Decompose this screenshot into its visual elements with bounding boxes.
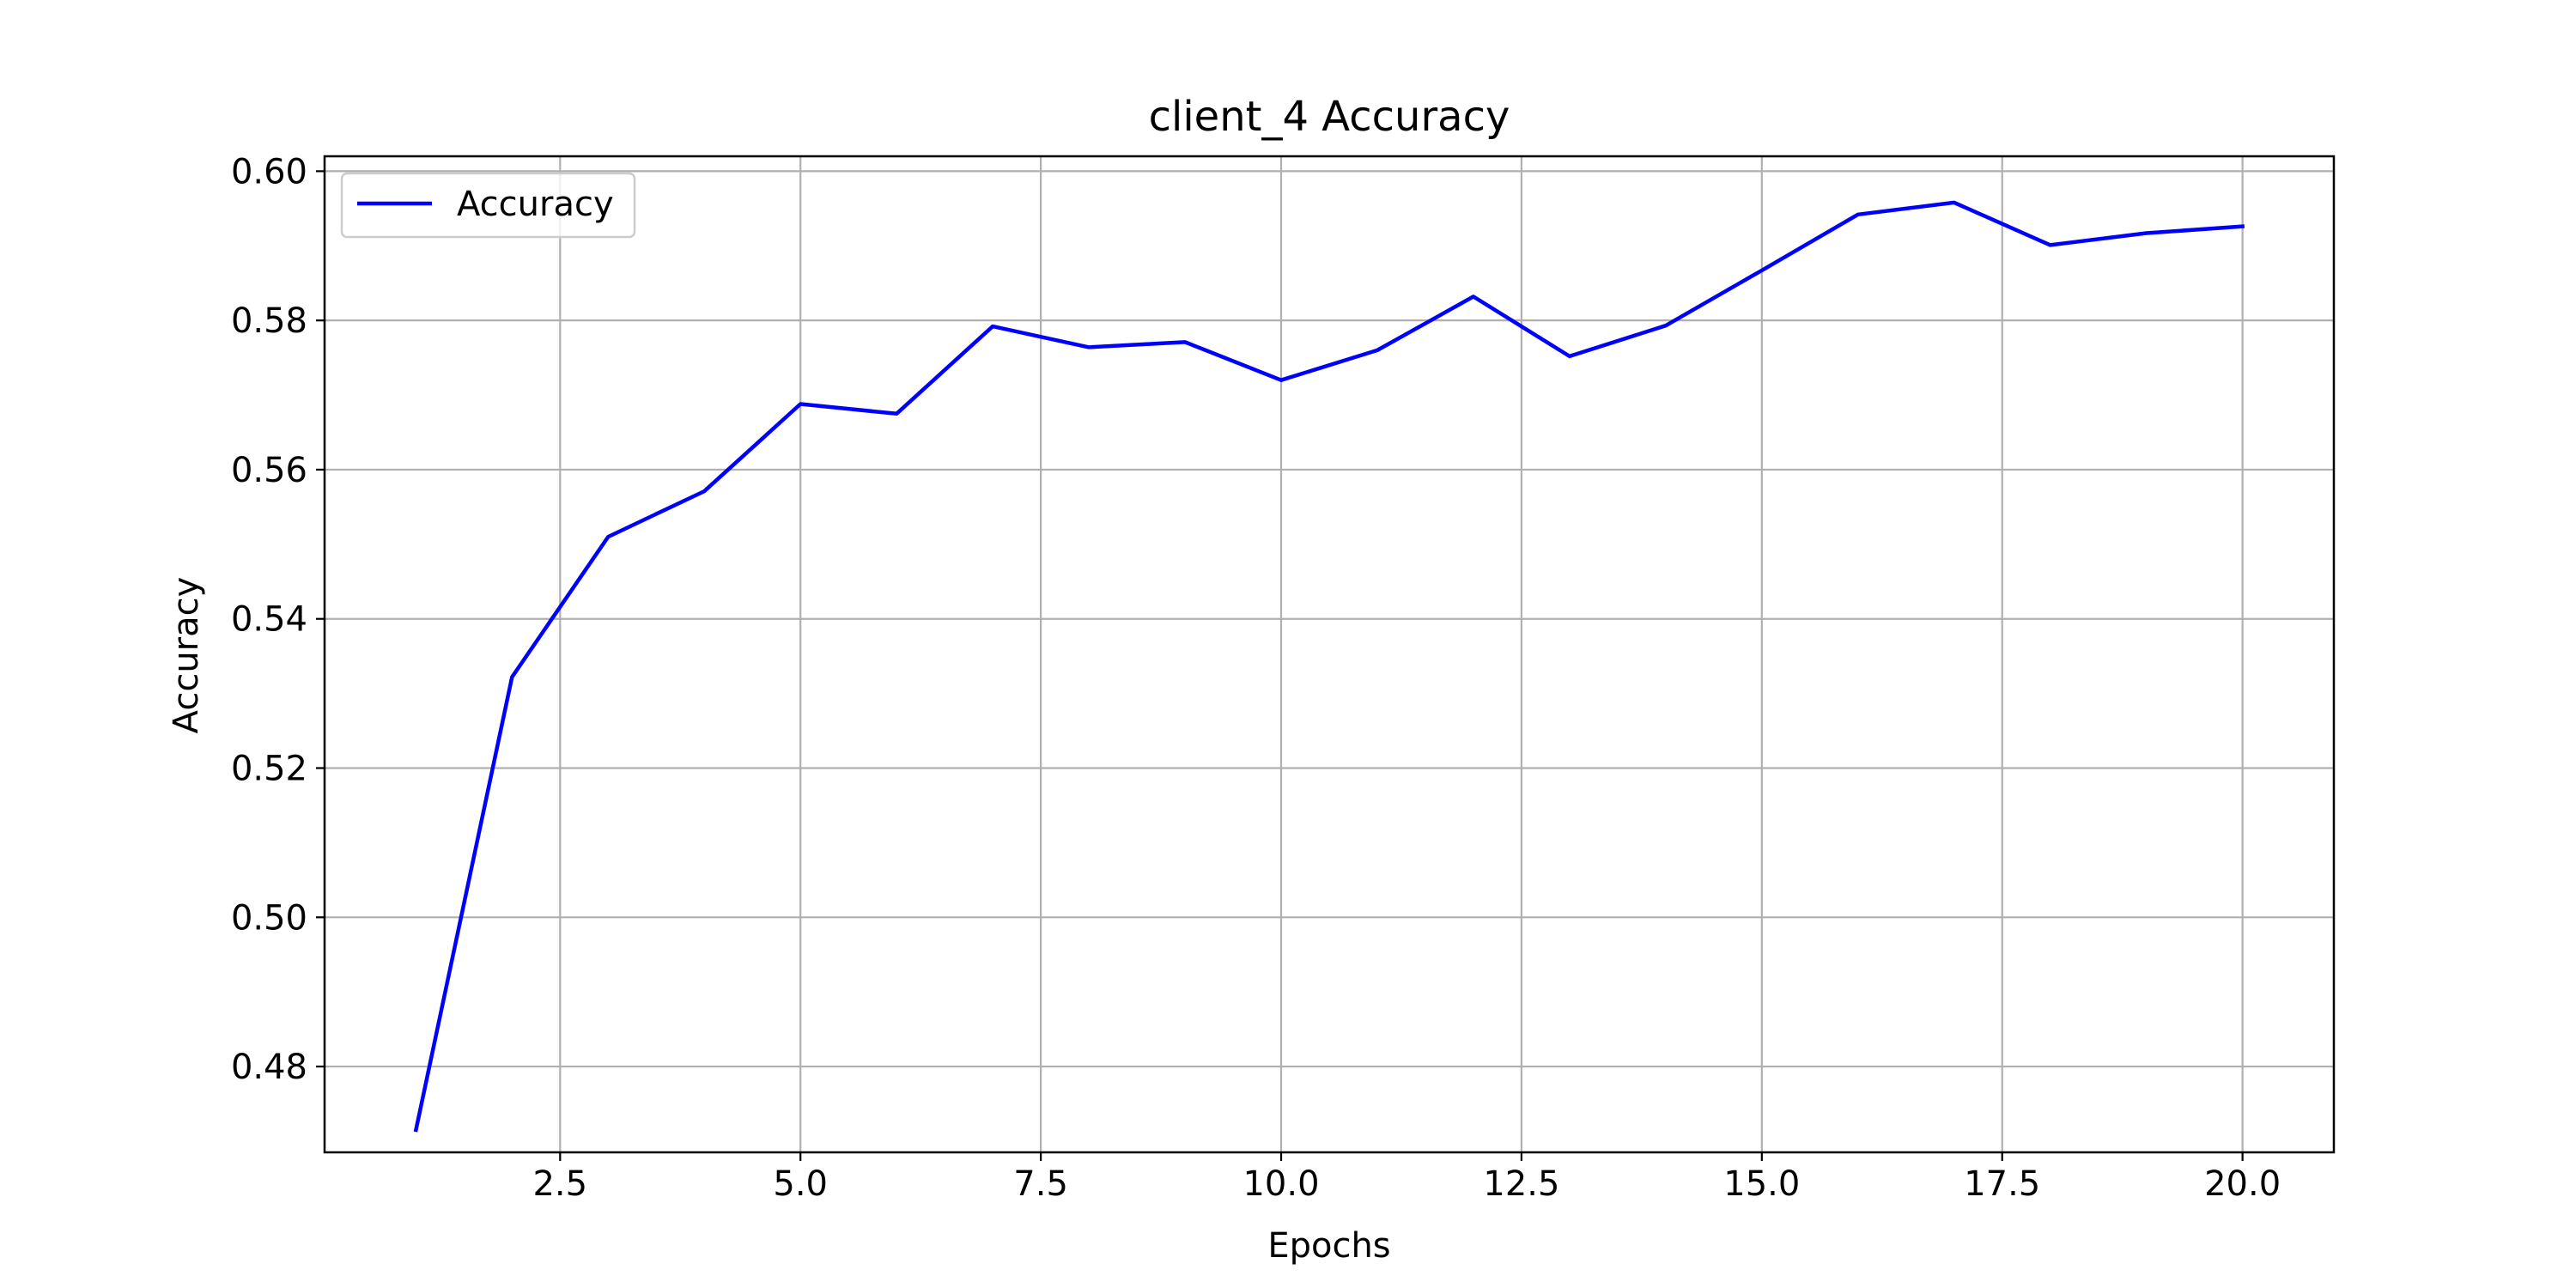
x-tick-label: 20.0 [2204, 1164, 2281, 1204]
x-tick-label: 5.0 [773, 1164, 828, 1204]
plot-frame [323, 155, 2336, 1154]
x-tick-label: 2.5 [532, 1164, 587, 1204]
chart-title: client_4 Accuracy [1149, 93, 1510, 141]
series-line-accuracy [413, 200, 2245, 1133]
x-axis-label: Epochs [1267, 1226, 1390, 1266]
legend-box [340, 172, 636, 239]
x-axis: 2.5 5.0 7.5 10.0 12.5 15.0 17.5 20.0 [532, 1152, 2281, 1204]
y-tick-label: 0.56 [231, 451, 307, 490]
y-axis: 0.48 0.50 0.52 0.54 0.56 0.58 0.60 [231, 152, 325, 1087]
y-tick-label: 0.54 [231, 600, 307, 640]
y-tick-label: 0.52 [231, 750, 307, 789]
series-layer [413, 200, 2245, 1133]
grid [325, 156, 2334, 1152]
y-tick-label: 0.58 [231, 301, 307, 341]
y-axis-label: Accuracy [167, 577, 206, 734]
x-tick-label: 15.0 [1723, 1164, 1800, 1204]
y-tick-label: 0.48 [231, 1048, 307, 1087]
x-tick-label: 17.5 [1964, 1164, 2040, 1204]
x-tick-label: 10.0 [1242, 1164, 1319, 1204]
legend-label: Accuracy [457, 185, 614, 224]
y-tick-label: 0.50 [231, 898, 307, 938]
y-tick-label: 0.60 [231, 152, 307, 191]
x-tick-label: 12.5 [1483, 1164, 1559, 1204]
legend: Accuracy [340, 172, 636, 239]
x-tick-label: 7.5 [1013, 1164, 1068, 1204]
